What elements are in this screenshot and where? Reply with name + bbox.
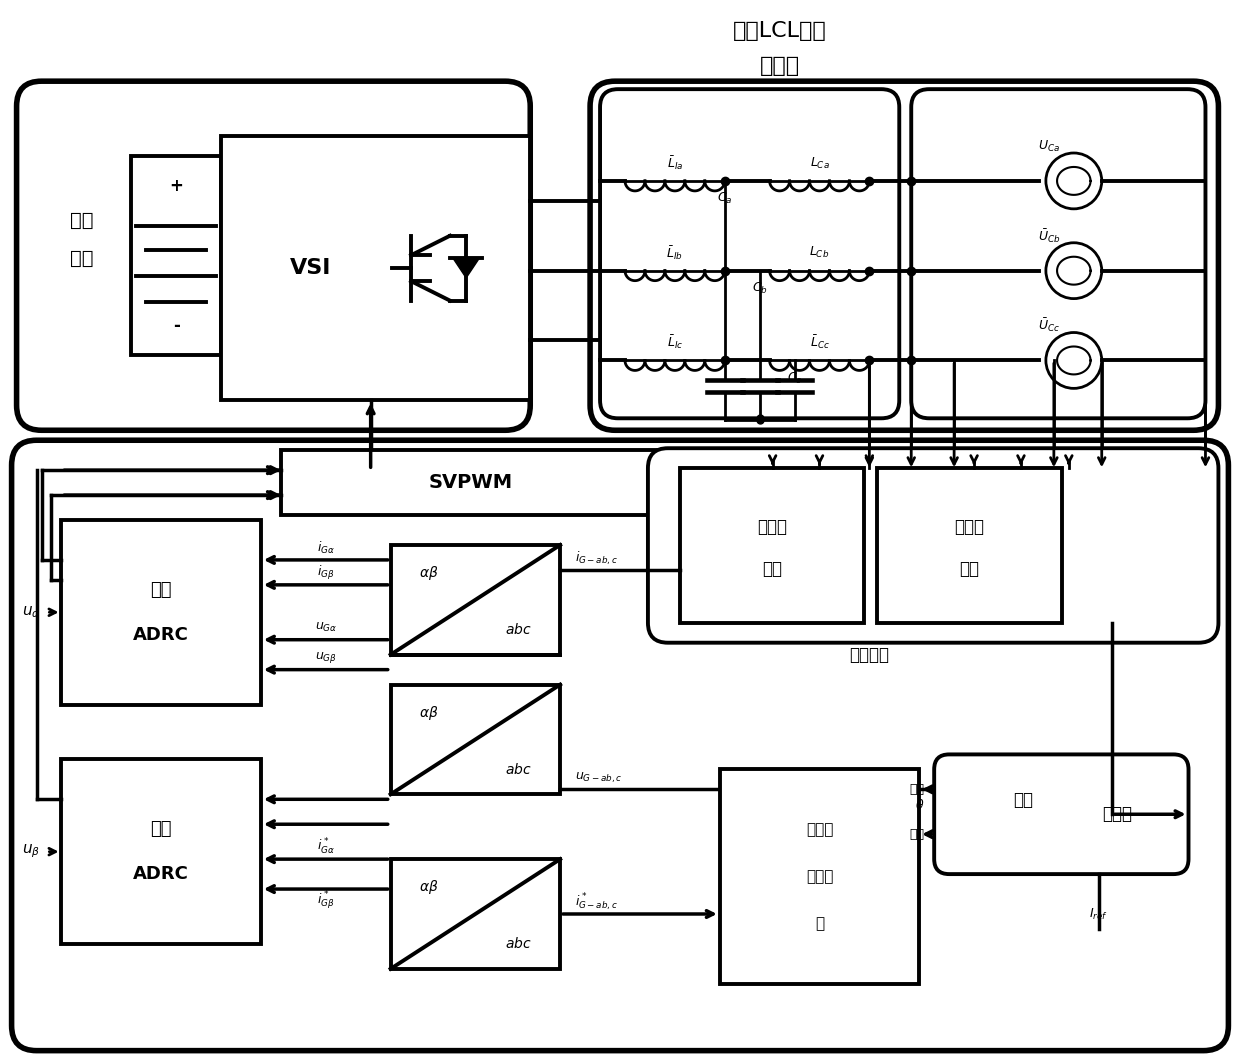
Bar	[131, 156, 221, 356]
FancyBboxPatch shape	[911, 89, 1205, 418]
Text: $i_{G\alpha}^*$: $i_{G\alpha}^*$	[317, 837, 335, 857]
Text: $\alpha\beta$: $\alpha\beta$	[419, 878, 438, 896]
Text: $abc$: $abc$	[506, 761, 532, 777]
Text: 相位: 相位	[909, 783, 924, 795]
Text: 幅值: 幅值	[909, 827, 924, 841]
Text: $\bar{L}_{Ic}$: $\bar{L}_{Ic}$	[667, 333, 683, 352]
Text: $u_{G\alpha}$: $u_{G\alpha}$	[315, 621, 337, 634]
Text: 电流传: 电流传	[758, 518, 787, 536]
Text: VSI: VSI	[290, 258, 331, 278]
Bar	[391, 685, 560, 794]
Text: 第二: 第二	[150, 820, 172, 838]
Text: 相位: 相位	[1013, 791, 1033, 809]
Text: $\bar{L}_{Cc}$: $\bar{L}_{Cc}$	[810, 333, 830, 352]
Text: $\bar{L}_{Ia}$: $\bar{L}_{Ia}$	[667, 154, 683, 172]
FancyBboxPatch shape	[590, 81, 1219, 430]
Text: 直流: 直流	[69, 211, 93, 230]
Text: $i_{G\alpha}$: $i_{G\alpha}$	[317, 539, 335, 556]
Text: -: -	[172, 316, 180, 335]
Text: $I_{ref}$: $I_{ref}$	[1089, 907, 1109, 922]
Text: $\theta$: $\theta$	[915, 799, 924, 812]
Bar	[221, 136, 531, 400]
Text: $L_{Ca}$: $L_{Ca}$	[810, 155, 830, 171]
Text: $C_c$: $C_c$	[787, 371, 802, 386]
Text: $C_a$: $C_a$	[717, 191, 733, 206]
Text: $C_b$: $C_b$	[751, 281, 768, 296]
Text: 器: 器	[815, 917, 825, 931]
Text: $L_{Cb}$: $L_{Cb}$	[810, 245, 830, 260]
Bar	[391, 545, 560, 654]
Text: $\bar{L}_{Ib}$: $\bar{L}_{Ib}$	[666, 244, 683, 261]
Bar	[281, 450, 660, 515]
Text: $U_{Ca}$: $U_{Ca}$	[1038, 138, 1060, 154]
Bar	[62, 759, 260, 944]
Text: $\alpha\beta$: $\alpha\beta$	[419, 564, 438, 582]
Bar	[62, 520, 260, 704]
Text: $u_{\beta}$: $u_{\beta}$	[22, 843, 41, 860]
Text: ADRC: ADRC	[133, 866, 190, 884]
Text: 获取单元: 获取单元	[849, 646, 889, 664]
Text: 电压传: 电压传	[955, 518, 985, 536]
Text: 第一: 第一	[150, 581, 172, 599]
Text: 锁相环: 锁相环	[1102, 805, 1132, 823]
Text: $u_{G\beta}$: $u_{G\beta}$	[315, 650, 337, 665]
Text: $i_{G\beta}$: $i_{G\beta}$	[317, 564, 335, 582]
Text: 逆变器: 逆变器	[760, 56, 800, 76]
Text: 参考信: 参考信	[806, 822, 833, 837]
Text: $u_{\alpha}$: $u_{\alpha}$	[22, 604, 41, 620]
Bar	[391, 859, 560, 969]
Text: ADRC: ADRC	[133, 626, 190, 644]
Text: SVPWM: SVPWM	[428, 474, 512, 492]
Text: 感器: 感器	[763, 560, 782, 578]
FancyBboxPatch shape	[934, 754, 1188, 874]
Text: $i_{G\beta}^*$: $i_{G\beta}^*$	[317, 890, 335, 912]
Text: $abc$: $abc$	[506, 622, 532, 637]
Text: 感器: 感器	[960, 560, 980, 578]
Text: 三相LCL并网: 三相LCL并网	[733, 21, 826, 41]
Text: +: +	[169, 177, 184, 195]
Polygon shape	[453, 258, 479, 278]
FancyBboxPatch shape	[16, 81, 531, 430]
FancyBboxPatch shape	[649, 448, 1219, 643]
Text: $i_{G-ab,c}$: $i_{G-ab,c}$	[575, 549, 619, 567]
Text: $i_{G-ab,c}^*$: $i_{G-ab,c}^*$	[575, 891, 619, 913]
Text: $u_{G-ab,c}$: $u_{G-ab,c}$	[575, 770, 622, 785]
Text: $\bar{U}_{Cb}$: $\bar{U}_{Cb}$	[1038, 227, 1060, 244]
Text: $\alpha\beta$: $\alpha\beta$	[419, 703, 438, 721]
Text: 号发生: 号发生	[806, 869, 833, 884]
Text: $abc$: $abc$	[506, 937, 532, 952]
Bar	[719, 769, 919, 983]
FancyBboxPatch shape	[600, 89, 899, 418]
Text: 电源: 电源	[69, 250, 93, 269]
Bar	[878, 468, 1061, 622]
Text: $\bar{U}_{Cc}$: $\bar{U}_{Cc}$	[1038, 316, 1060, 335]
FancyBboxPatch shape	[11, 441, 1229, 1050]
Bar	[680, 468, 864, 622]
